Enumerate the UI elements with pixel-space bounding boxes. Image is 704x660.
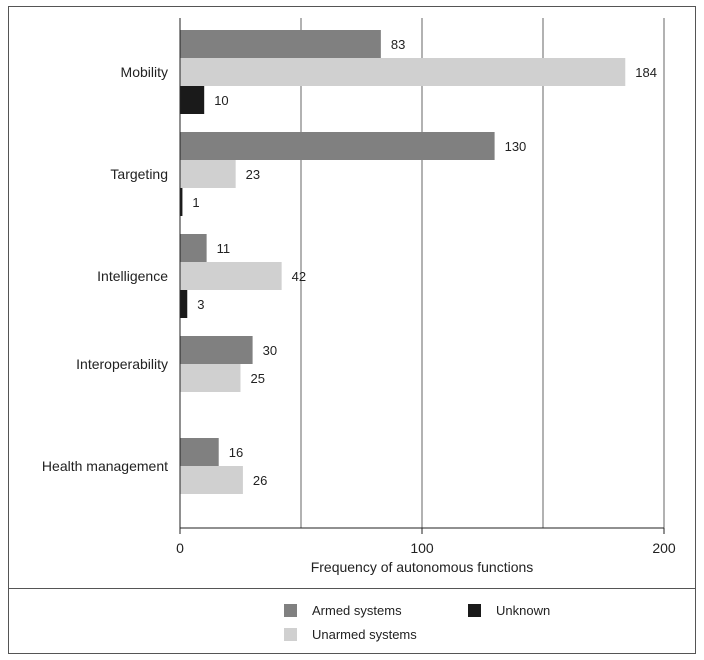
data-label: 42 (292, 269, 306, 284)
chart-frame (8, 6, 696, 654)
bar-armed-systems (180, 336, 253, 364)
data-label: 83 (391, 37, 405, 52)
category-labels: Mobility Targeting Intelligence Interoperab… (42, 64, 168, 474)
legend-label: Armed systems (312, 603, 402, 618)
data-label: 26 (253, 473, 267, 488)
data-label: 11 (217, 241, 231, 256)
data-label: 184 (635, 65, 657, 80)
category-label: Interoperability (76, 356, 168, 372)
data-label: 130 (505, 139, 527, 154)
data-label: 30 (263, 343, 277, 358)
category-label: Targeting (110, 166, 168, 182)
gridlines (300, 18, 665, 528)
bar-unarmed-systems (180, 58, 626, 86)
bar-unknown (180, 188, 183, 216)
x-tick-labels: 0 100 200 (176, 528, 676, 556)
legend-label: Unarmed systems (312, 627, 417, 642)
x-tick-label: 100 (410, 540, 434, 556)
bars (180, 30, 626, 494)
x-axis-title: Frequency of autonomous functions (311, 559, 534, 575)
data-label: 23 (246, 167, 260, 182)
bar-armed-systems (180, 234, 207, 262)
data-label: 3 (197, 297, 204, 312)
bar-armed-systems (180, 132, 495, 160)
bar-unarmed-systems (180, 364, 241, 392)
bar-armed-systems (180, 30, 381, 58)
legend-label: Unknown (496, 603, 550, 618)
bar-armed-systems (180, 438, 219, 466)
x-tick-label: 0 (176, 540, 184, 556)
legend: Armed systems Unarmed systems Unknown (284, 603, 550, 642)
legend-swatch (468, 604, 481, 617)
bar-unknown (180, 290, 188, 318)
legend-swatch (284, 628, 297, 641)
bar-unarmed-systems (180, 160, 236, 188)
data-label: 25 (251, 371, 265, 386)
data-label: 16 (229, 445, 243, 460)
legend-divider (8, 588, 696, 589)
category-label: Mobility (121, 64, 168, 80)
category-label: Health management (42, 458, 168, 474)
data-label: 10 (214, 93, 228, 108)
legend-swatch (284, 604, 297, 617)
category-label: Intelligence (97, 268, 168, 284)
bar-unarmed-systems (180, 466, 243, 494)
x-tick-label: 200 (652, 540, 676, 556)
bar-unarmed-systems (180, 262, 282, 290)
bar-unknown (180, 86, 205, 114)
data-label: 1 (192, 195, 199, 210)
